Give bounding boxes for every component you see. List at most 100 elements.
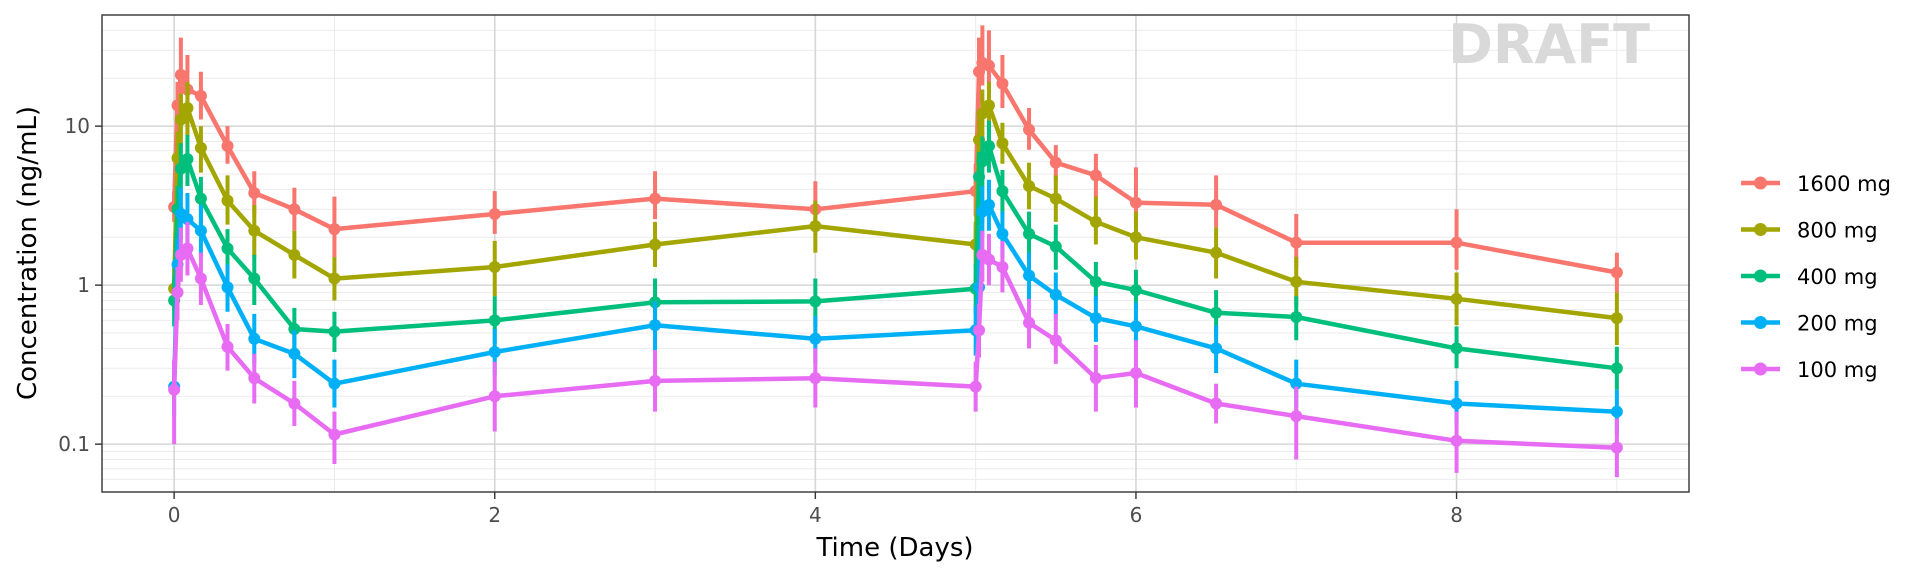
data-point bbox=[174, 68, 187, 81]
x-tick-label: 4 bbox=[809, 503, 822, 527]
x-tick-label: 2 bbox=[488, 503, 501, 527]
legend-item: 100 mg bbox=[1741, 358, 1878, 382]
data-point bbox=[248, 186, 261, 199]
legend-key-point bbox=[1754, 362, 1767, 376]
legend-label: 800 mg bbox=[1797, 219, 1878, 243]
legend-key-point bbox=[1754, 316, 1767, 329]
data-point bbox=[168, 383, 181, 396]
data-point bbox=[973, 170, 986, 183]
data-point bbox=[1450, 434, 1463, 447]
data-point bbox=[1023, 180, 1036, 193]
data-point bbox=[1129, 367, 1142, 380]
data-point bbox=[982, 59, 995, 72]
data-point bbox=[1610, 362, 1623, 375]
data-point bbox=[1210, 342, 1223, 355]
panel-background bbox=[102, 15, 1689, 492]
data-point bbox=[982, 140, 995, 153]
data-point bbox=[288, 248, 301, 261]
data-point bbox=[1089, 169, 1102, 182]
data-point bbox=[328, 377, 341, 390]
legend-item: 1600 mg bbox=[1741, 172, 1891, 196]
axis-layer: 0 2 4 6 8 0.1 1 10 bbox=[58, 114, 1463, 527]
legend-key-point bbox=[1754, 269, 1767, 283]
legend-key-point bbox=[1754, 223, 1767, 236]
data-point bbox=[194, 192, 207, 205]
data-point bbox=[1610, 405, 1623, 418]
legend-label: 1600 mg bbox=[1797, 172, 1891, 196]
data-point bbox=[996, 77, 1009, 90]
legend-key-point bbox=[1754, 176, 1767, 190]
data-point bbox=[809, 220, 822, 233]
data-point bbox=[1129, 196, 1142, 209]
data-point bbox=[1049, 192, 1062, 205]
data-point bbox=[973, 324, 986, 337]
data-point bbox=[194, 272, 207, 285]
data-point bbox=[996, 185, 1009, 198]
data-point bbox=[1129, 231, 1142, 244]
data-point bbox=[1290, 311, 1303, 324]
data-point bbox=[996, 227, 1009, 240]
data-point bbox=[488, 345, 501, 358]
data-point bbox=[181, 153, 194, 166]
data-point bbox=[221, 281, 234, 294]
data-point bbox=[976, 155, 989, 168]
data-point bbox=[488, 314, 501, 327]
data-point bbox=[1089, 372, 1102, 385]
data-point bbox=[181, 242, 194, 255]
x-tick-label: 6 bbox=[1130, 503, 1143, 527]
data-point bbox=[1049, 156, 1062, 169]
data-point bbox=[288, 397, 301, 410]
data-point bbox=[1610, 266, 1623, 279]
data-point bbox=[221, 242, 234, 255]
x-tick-label: 0 bbox=[168, 503, 181, 527]
series-layer bbox=[168, 25, 1623, 478]
data-point bbox=[809, 332, 822, 345]
data-point bbox=[288, 322, 301, 335]
data-point bbox=[649, 192, 662, 205]
legend-item: 200 mg bbox=[1741, 312, 1878, 336]
data-point bbox=[181, 213, 194, 226]
legend-item: 400 mg bbox=[1741, 265, 1878, 289]
data-point bbox=[1610, 441, 1623, 454]
data-point bbox=[1023, 123, 1036, 136]
data-point bbox=[982, 198, 995, 211]
data-point bbox=[1290, 377, 1303, 390]
data-point bbox=[174, 162, 187, 175]
data-point bbox=[1210, 198, 1223, 211]
data-point bbox=[996, 137, 1009, 150]
series-100-mg bbox=[168, 221, 1623, 478]
data-point bbox=[1023, 269, 1036, 282]
data-point bbox=[1049, 334, 1062, 347]
data-point bbox=[1450, 397, 1463, 410]
data-point bbox=[488, 208, 501, 221]
legend: 1600 mg 800 mg 400 mg 200 mg 100 mg bbox=[1741, 172, 1891, 382]
data-point bbox=[1089, 275, 1102, 288]
data-point bbox=[1049, 240, 1062, 253]
data-point bbox=[1049, 288, 1062, 301]
data-point bbox=[1210, 306, 1223, 319]
data-point bbox=[248, 332, 261, 345]
data-point bbox=[248, 224, 261, 237]
data-point bbox=[488, 261, 501, 274]
data-point bbox=[982, 253, 995, 266]
data-point bbox=[1210, 397, 1223, 410]
legend-label: 100 mg bbox=[1797, 358, 1878, 382]
data-point bbox=[1089, 312, 1102, 325]
data-point bbox=[221, 340, 234, 353]
data-point bbox=[194, 141, 207, 154]
x-tick-label: 8 bbox=[1450, 503, 1463, 527]
data-point bbox=[221, 140, 234, 153]
data-point bbox=[809, 372, 822, 385]
data-point bbox=[969, 380, 982, 393]
y-axis-title: Concentration (ng/mL) bbox=[13, 106, 43, 400]
legend-item: 800 mg bbox=[1741, 219, 1878, 243]
data-point bbox=[328, 272, 341, 285]
data-point bbox=[1210, 246, 1223, 259]
data-point bbox=[1089, 215, 1102, 228]
data-point bbox=[982, 99, 995, 112]
data-point bbox=[649, 374, 662, 387]
data-point bbox=[248, 272, 261, 285]
data-point bbox=[1450, 292, 1463, 305]
data-point bbox=[194, 89, 207, 102]
